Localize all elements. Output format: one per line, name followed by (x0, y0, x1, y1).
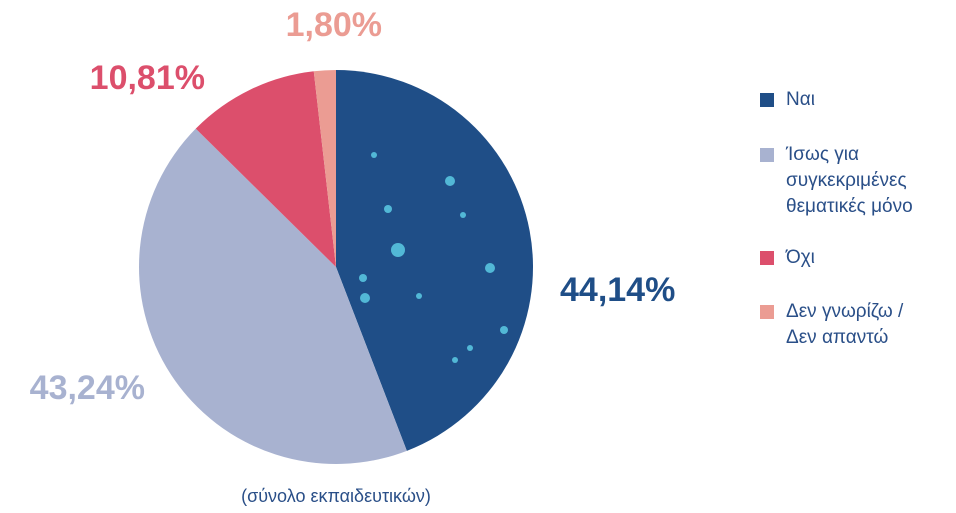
legend-item: Ναι (760, 87, 941, 113)
decoration-dot (460, 212, 466, 218)
legend-label: Ίσως για συγκεκριμένες θεματικές μόνο (786, 144, 913, 217)
value-label: 44,14% (560, 271, 675, 309)
legend-label: Ναι (786, 89, 815, 110)
legend-swatch (760, 148, 774, 162)
legend-label: Όχι (786, 247, 815, 268)
decoration-dot (452, 357, 458, 363)
decoration-dot (384, 205, 392, 213)
legend-item: Όχι (760, 245, 941, 271)
decoration-dot (371, 152, 377, 158)
pie-slice (313, 70, 336, 267)
decoration-dot (416, 293, 422, 299)
pie-slice (336, 70, 533, 451)
caption: (σύνολο εκπαιδευτικών) (241, 486, 431, 506)
legend-swatch (760, 93, 774, 107)
pie-slice (138, 128, 407, 465)
legend-item: Ίσως για συγκεκριμένες θεματικές μόνο (760, 142, 941, 220)
decoration-dot (360, 293, 370, 303)
decoration-dot (359, 274, 367, 282)
value-label: 43,24% (30, 369, 145, 407)
legend-label: Δεν γνωρίζω / Δεν απαντώ (786, 301, 904, 348)
decoration-dot (485, 263, 495, 273)
value-label: 1,80% (286, 6, 382, 44)
decoration-dot (391, 243, 405, 257)
legend-swatch (760, 251, 774, 265)
value-label: 10,81% (90, 59, 205, 97)
legend-item: Δεν γνωρίζω / Δεν απαντώ (760, 299, 911, 351)
legend-swatch (760, 305, 774, 319)
pie-slice (195, 71, 336, 267)
decoration-dot (500, 326, 508, 334)
decoration-dot (467, 345, 473, 351)
decoration-dot (445, 176, 455, 186)
